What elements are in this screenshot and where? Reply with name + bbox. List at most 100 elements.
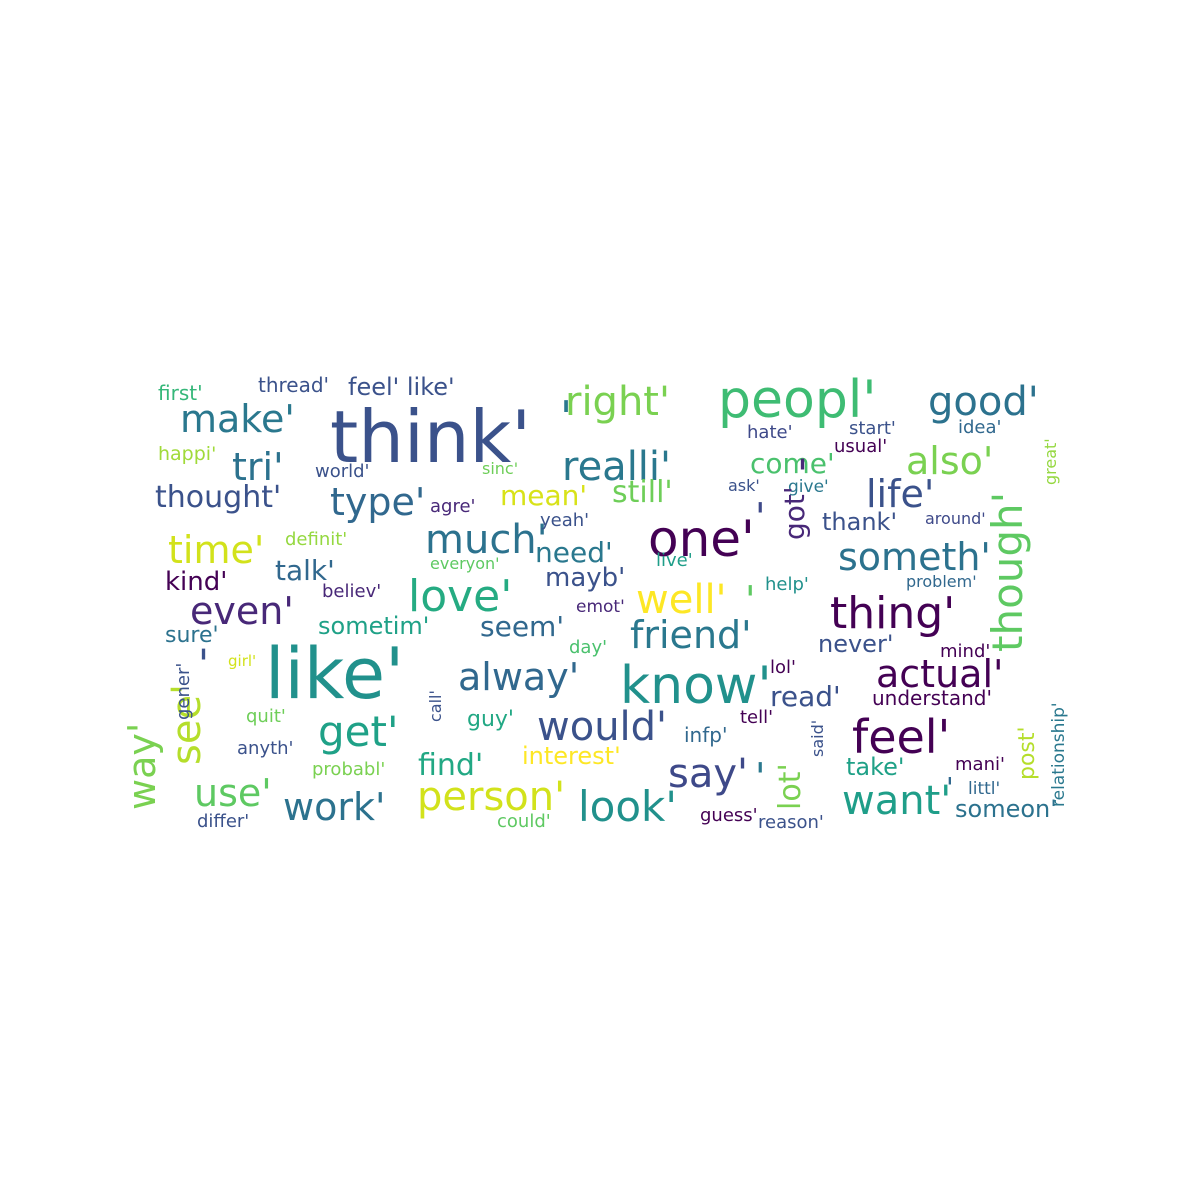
cloud-word: post' [1015, 726, 1040, 780]
cloud-word: right' [565, 379, 670, 425]
cloud-word: work' [283, 785, 385, 829]
cloud-word: see' [164, 684, 210, 765]
cloud-word: someon' [955, 795, 1057, 823]
cloud-word: want' [842, 778, 951, 824]
cloud-word: reason' [758, 812, 824, 833]
cloud-word: friend' [630, 613, 752, 657]
cloud-word: thought' [155, 480, 281, 515]
cloud-word: way' [120, 723, 164, 810]
cloud-word: everyon' [430, 554, 500, 573]
cloud-word: think' [330, 395, 531, 479]
cloud-word: though' [983, 492, 1032, 652]
cloud-word: ' [560, 392, 572, 443]
cloud-word: girl' [228, 652, 256, 670]
cloud-word: ' [755, 495, 765, 539]
cloud-word: guess' [700, 805, 758, 826]
cloud-word: use' [194, 771, 272, 815]
cloud-word: start' [849, 418, 896, 439]
cloud-word: one' [648, 510, 755, 568]
cloud-word: good' [928, 379, 1039, 425]
cloud-word: mean' [500, 479, 587, 512]
cloud-word: much' [425, 517, 548, 563]
cloud-word: mind' [940, 641, 990, 662]
cloud-word: also' [906, 439, 993, 483]
cloud-word: tri' [232, 445, 284, 489]
cloud-word: look' [578, 782, 677, 831]
cloud-word: ' [797, 452, 808, 498]
cloud-word: thank' [822, 508, 897, 536]
cloud-word: great' [1041, 438, 1060, 485]
cloud-word: yeah' [540, 510, 589, 531]
cloud-word: infp' [684, 723, 727, 747]
cloud-word: life' [866, 472, 934, 516]
cloud-word: well' [636, 577, 727, 623]
cloud-word: thread' [258, 373, 329, 397]
cloud-word: person' [417, 774, 565, 820]
cloud-word: ' [755, 755, 765, 799]
cloud-word: call' [426, 690, 445, 722]
cloud-word: said' [808, 720, 827, 757]
cloud-word: come' [750, 447, 835, 480]
cloud-word: differ' [197, 811, 249, 832]
cloud-word: problem' [906, 572, 977, 591]
cloud-word: kind' [165, 567, 227, 597]
cloud-word: mani' [955, 754, 1005, 775]
cloud-word: idea' [958, 417, 1001, 438]
cloud-word: time' [168, 528, 264, 572]
cloud-word: tell' [740, 707, 773, 728]
cloud-word: lol' [770, 657, 796, 678]
cloud-word: thing' [830, 588, 955, 639]
cloud-word: type' [330, 480, 425, 524]
cloud-word: live' [656, 550, 693, 571]
cloud-word: say' [668, 751, 748, 797]
cloud-word: take' [846, 753, 905, 781]
cloud-word: agre' [430, 496, 475, 517]
cloud-word: sometim' [318, 612, 429, 640]
cloud-word: interest' [522, 742, 621, 770]
cloud-word: make' [180, 397, 295, 441]
cloud-word: sinc' [482, 459, 518, 478]
cloud-word: understand' [872, 686, 992, 710]
cloud-word: like' [265, 633, 404, 715]
cloud-word: know' [620, 656, 772, 716]
cloud-word: got' [778, 486, 811, 540]
cloud-word: quit' [246, 706, 286, 727]
cloud-word: anyth' [237, 738, 294, 759]
cloud-word: alway' [458, 655, 579, 699]
cloud-word: ' [946, 771, 954, 804]
cloud-word: gener' [173, 663, 194, 720]
cloud-word: guy' [467, 707, 514, 732]
cloud-word: actual' [876, 652, 1003, 696]
cloud-word: still' [612, 475, 673, 510]
cloud-word: lot' [773, 763, 808, 810]
cloud-word: ' [198, 642, 209, 688]
cloud-word: mayb' [545, 563, 625, 593]
cloud-word: world' [315, 461, 370, 482]
cloud-word: happi' [158, 443, 216, 465]
cloud-word: ' [745, 578, 755, 622]
cloud-word: someth' [838, 535, 991, 579]
cloud-word: relationship' [1049, 702, 1069, 807]
cloud-word: usual' [834, 436, 887, 457]
cloud-word: first' [158, 381, 203, 405]
cloud-word: ask' [728, 476, 760, 495]
cloud-word: find' [418, 748, 483, 783]
cloud-word: littl' [968, 779, 1000, 799]
cloud-word: give' [788, 477, 829, 497]
cloud-word: sure' [165, 623, 219, 648]
cloud-word: probabl' [312, 759, 385, 780]
cloud-word: even' [190, 589, 294, 633]
cloud-word: realli' [562, 444, 671, 490]
cloud-word: around' [925, 509, 986, 528]
cloud-word: feel' like' [348, 373, 455, 401]
cloud-word: day' [569, 637, 607, 658]
cloud-word: believ' [322, 581, 381, 602]
cloud-word: emot' [576, 597, 625, 617]
cloud-word: feel' [852, 710, 950, 764]
cloud-word: seem' [480, 610, 564, 643]
cloud-word: could' [497, 811, 551, 832]
cloud-word: read' [770, 680, 841, 713]
cloud-word: get' [318, 707, 399, 756]
cloud-word: hate' [747, 422, 793, 443]
